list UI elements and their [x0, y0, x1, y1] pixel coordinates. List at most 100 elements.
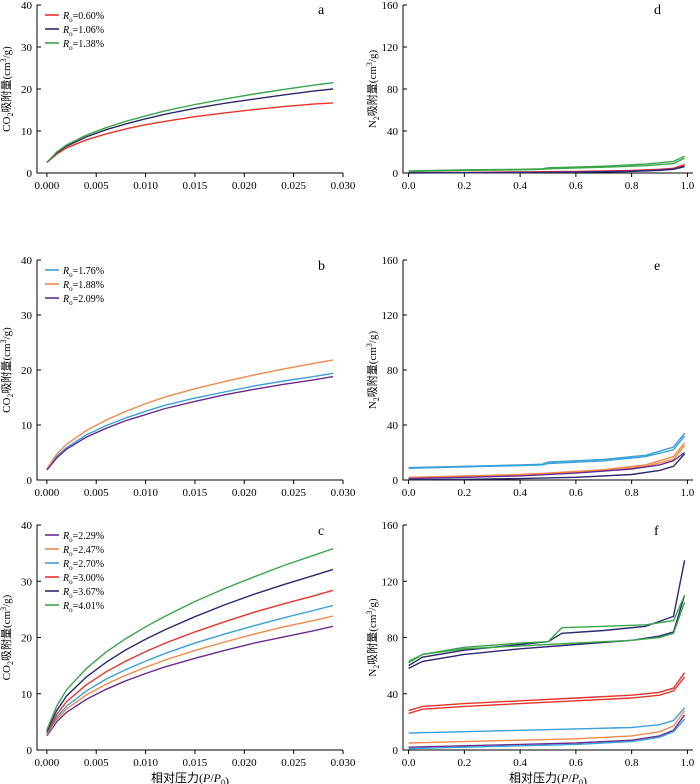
y-tick-label: 80 — [387, 84, 399, 96]
x-tick-label: 0.030 — [331, 487, 356, 499]
y-axis-label: CO2吸附量(cm3/g) — [0, 594, 15, 680]
x-tick-label: 0.025 — [281, 757, 306, 769]
legend-entry: Ro=2.09% — [62, 294, 104, 307]
panel-letter: d — [654, 3, 661, 18]
series-line — [46, 82, 334, 163]
x-tick-label: 0.030 — [331, 757, 356, 769]
panel-letter: a — [318, 3, 325, 18]
legend-entry: Ro=1.88% — [62, 280, 104, 293]
y-tick-label: 120 — [382, 310, 399, 322]
y-tick-label: 120 — [382, 42, 399, 54]
series-line — [408, 595, 686, 664]
series-line — [46, 102, 334, 164]
x-tick-label: 1.0 — [681, 487, 695, 499]
x-tick-label: 0.010 — [133, 180, 158, 192]
panel-e: 0 40 80 120 160 0.0 0.2 0.4 0.6 0.8 1.0 N2吸附量(cm3/g… — [365, 255, 695, 499]
panel-c: 0 10 20 30 40 0.000 0.005 0.010 0.015 0.020 0.025 0… — [0, 520, 356, 784]
x-tick-label: 0.2 — [457, 757, 471, 769]
legend-entry: Ro=2.29% — [62, 531, 104, 544]
series-line — [408, 676, 686, 715]
y-tick-label: 30 — [21, 42, 33, 54]
panel-f: 0 40 80 120 160 0.0 0.2 0.4 0.6 0.8 1.0 N2吸附量(cm3/g… — [365, 520, 695, 784]
x-tick-label: 0.2 — [457, 180, 471, 192]
y-axis-label: CO2吸附量(cm3/g) — [0, 327, 15, 413]
y-tick-label: 160 — [382, 520, 399, 532]
x-tick-label: 0.015 — [183, 180, 208, 192]
x-tick-label: 0.8 — [625, 757, 639, 769]
y-tick-label: 40 — [387, 126, 399, 138]
series-line — [408, 710, 686, 744]
y-tick-label: 0 — [27, 475, 33, 487]
y-axis-label: CO2吸附量(cm3/g) — [0, 46, 15, 132]
axis-lines — [402, 5, 693, 174]
x-tick-label: 0.4 — [513, 487, 527, 499]
x-tick-label: 1.0 — [681, 180, 695, 192]
x-tick-label: 0.8 — [625, 180, 639, 192]
series-line — [408, 595, 686, 670]
panel-letter: b — [318, 259, 325, 274]
x-tick-label: 0.010 — [133, 757, 158, 769]
panel-letter: f — [654, 524, 659, 539]
series-line — [46, 615, 334, 736]
x-tick-label: 0.000 — [34, 757, 59, 769]
series-line — [46, 625, 334, 737]
x-tick-label: 0.020 — [232, 180, 257, 192]
series-line — [408, 435, 686, 469]
legend-entry: Ro=4.01% — [62, 601, 104, 614]
legend-entry: Ro=3.67% — [62, 587, 104, 600]
x-axis-label: 相对压力(P/P0) — [151, 771, 229, 784]
y-tick-label: 120 — [382, 576, 399, 588]
y-tick-label: 80 — [387, 633, 399, 645]
x-axis-label: 相对压力(P/P0) — [509, 771, 587, 784]
legend-entry: Ro=2.47% — [62, 545, 104, 558]
series-line — [46, 604, 334, 735]
y-tick-label: 20 — [21, 633, 33, 645]
panel-a: 0 10 20 30 40 0.000 0.005 0.010 0.015 0.020 0.025 0… — [0, 0, 356, 192]
x-tick-label: 0.2 — [457, 487, 471, 499]
series-line — [408, 453, 686, 481]
y-tick-label: 30 — [21, 576, 33, 588]
x-tick-label: 0.0 — [402, 757, 416, 769]
y-tick-label: 40 — [21, 520, 33, 532]
x-tick-label: 0.6 — [569, 180, 583, 192]
x-tick-label: 0.010 — [133, 487, 158, 499]
x-tick-label: 0.4 — [513, 180, 527, 192]
series-line — [408, 718, 686, 750]
y-tick-label: 80 — [387, 365, 399, 377]
legend-entry: Ro=1.06% — [62, 25, 104, 38]
y-tick-label: 160 — [382, 255, 399, 267]
series-line — [46, 359, 334, 470]
panel-letter: c — [318, 524, 324, 539]
x-tick-label: 0.005 — [84, 180, 109, 192]
x-tick-label: 0.8 — [625, 487, 639, 499]
axis-lines — [402, 260, 693, 481]
x-tick-label: 0.000 — [34, 180, 59, 192]
y-tick-label: 40 — [387, 689, 399, 701]
y-tick-label: 20 — [21, 84, 33, 96]
y-axis-label: N2吸附量(cm3/g) — [365, 50, 381, 129]
y-tick-label: 160 — [382, 0, 399, 12]
series-line — [408, 560, 686, 667]
x-tick-label: 0.015 — [183, 757, 208, 769]
series-line — [46, 375, 334, 471]
x-tick-label: 0.020 — [232, 487, 257, 499]
legend-entry: Ro=1.76% — [62, 266, 104, 279]
x-tick-label: 0.005 — [84, 487, 109, 499]
x-tick-label: 0.030 — [331, 180, 356, 192]
series-line — [408, 707, 686, 734]
x-tick-label: 0.6 — [569, 757, 583, 769]
y-tick-label: 0 — [27, 745, 33, 757]
y-tick-label: 10 — [21, 689, 33, 701]
x-tick-label: 0.015 — [183, 487, 208, 499]
y-tick-label: 40 — [387, 420, 399, 432]
y-tick-label: 0 — [393, 475, 399, 487]
x-tick-label: 0.005 — [84, 757, 109, 769]
series-line — [408, 451, 686, 480]
x-tick-label: 0.000 — [34, 487, 59, 499]
x-tick-label: 0.4 — [513, 757, 527, 769]
legend-entry: Ro=2.70% — [62, 559, 104, 572]
y-tick-label: 20 — [21, 365, 33, 377]
series-line — [408, 672, 686, 712]
x-tick-label: 0.025 — [281, 180, 306, 192]
series-line — [46, 547, 334, 731]
